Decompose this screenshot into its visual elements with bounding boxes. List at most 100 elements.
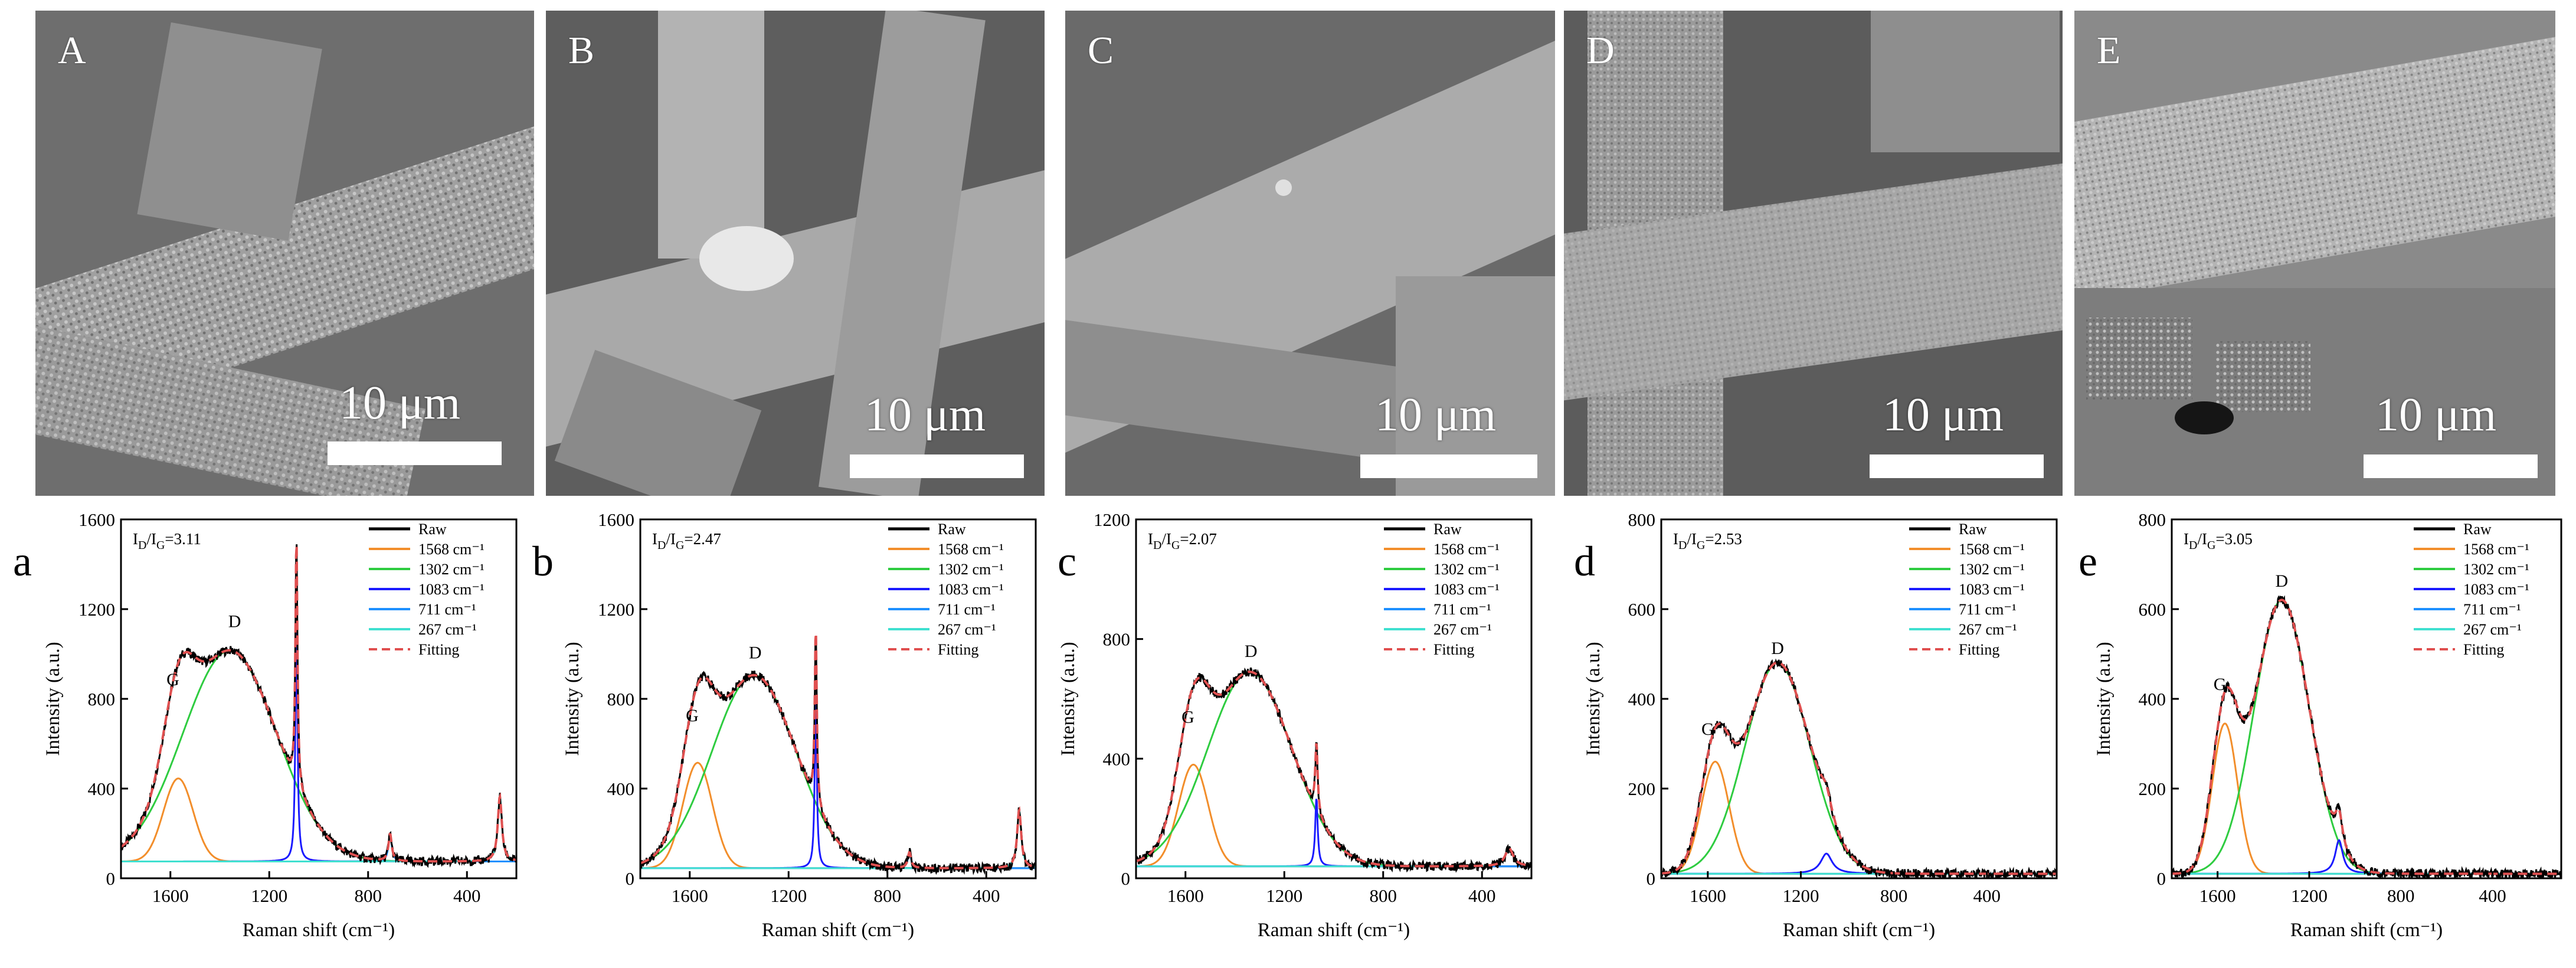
legend-label: 267 cm⁻¹ xyxy=(938,621,996,638)
x-tick-label: 1600 xyxy=(152,885,189,906)
x-tick-label: 400 xyxy=(973,885,1000,906)
x-axis-label: Raman shift (cm⁻¹) xyxy=(1783,920,1935,941)
raw-spectrum xyxy=(1136,667,1531,873)
sem-panel-a: A 10 μm xyxy=(35,11,534,496)
legend-label: 711 cm⁻¹ xyxy=(418,601,476,618)
sem-image xyxy=(1564,11,2063,496)
y-tick-label: 600 xyxy=(1628,599,1656,620)
peak-label-G: G xyxy=(686,706,699,725)
scale-label: 10 μm xyxy=(1375,389,1497,441)
legend-label: Raw xyxy=(1959,521,1987,538)
legend-label: 267 cm⁻¹ xyxy=(1959,621,2017,638)
legend-label: Fitting xyxy=(418,641,459,658)
legend-label: 1302 cm⁻¹ xyxy=(2463,561,2529,578)
y-tick-label: 400 xyxy=(88,779,116,799)
raman-chart-b: 0 400 800 1200 1600 1600 1200 800 400 Raman shift… xyxy=(532,509,1037,941)
legend-label: 1083 cm⁻¹ xyxy=(1433,581,1500,598)
sem-panel-e: E 10 μm xyxy=(2074,11,2555,496)
y-tick-label: 400 xyxy=(2139,689,2166,709)
fitting-curve xyxy=(1136,671,1531,868)
x-tick-label: 800 xyxy=(355,885,382,906)
peak-label-D: D xyxy=(1245,642,1258,661)
y-tick-label: 800 xyxy=(1628,509,1656,530)
legend-label: 1083 cm⁻¹ xyxy=(2463,581,2529,598)
raman-chart-a: 0 400 800 1200 1600 1600 1200 800 400 Raman shift… xyxy=(13,509,518,941)
legend-label: 1302 cm⁻¹ xyxy=(418,561,485,578)
y-tick-label: 200 xyxy=(1628,779,1656,799)
scale-bar xyxy=(1870,454,2044,478)
y-tick-label: 1200 xyxy=(598,599,634,620)
panel-letter: c xyxy=(1058,538,1076,585)
legend-label: 1302 cm⁻¹ xyxy=(1433,561,1500,578)
legend-label: Raw xyxy=(938,521,966,538)
y-tick-label: 0 xyxy=(626,868,635,889)
legend-label: 267 cm⁻¹ xyxy=(418,621,477,638)
legend-label: 1568 cm⁻¹ xyxy=(1433,541,1500,558)
raman-chart-e: 0 200 400 600 800 1600 1200 800 400 Raman shift (… xyxy=(2079,509,2562,941)
x-axis-label: Raman shift (cm⁻¹) xyxy=(1258,920,1410,941)
legend-label: Fitting xyxy=(2463,641,2504,658)
y-tick-label: 800 xyxy=(607,689,635,709)
component-curve-1083 xyxy=(1136,799,1531,868)
legend-label: Raw xyxy=(2463,521,2492,538)
panel-letter: a xyxy=(13,538,32,585)
peak-label-D: D xyxy=(228,611,241,631)
legend-label: 711 cm⁻¹ xyxy=(1959,601,2017,618)
legend-label: 267 cm⁻¹ xyxy=(1433,621,1492,638)
y-tick-label: 800 xyxy=(1103,629,1131,650)
y-tick-label: 1200 xyxy=(78,599,115,620)
legend-label: Fitting xyxy=(1433,641,1474,658)
y-tick-label: 1600 xyxy=(598,509,634,530)
y-tick-label: 1600 xyxy=(78,509,115,530)
legend-label: 1568 cm⁻¹ xyxy=(2463,541,2529,558)
panel-letter: D xyxy=(1586,29,1615,72)
panel-letter: B xyxy=(568,29,595,72)
x-axis-label: Raman shift (cm⁻¹) xyxy=(762,920,914,941)
legend-label: 711 cm⁻¹ xyxy=(2463,601,2521,618)
y-tick-label: 600 xyxy=(2139,599,2166,620)
plot-area xyxy=(1136,667,1531,873)
sem-image xyxy=(546,11,1045,496)
x-tick-label: 1200 xyxy=(1266,885,1302,906)
panel-letter: e xyxy=(2079,538,2097,585)
ratio-label: ID/IG=2.07 xyxy=(1148,530,1217,552)
sem-panel-b: B 10 μm xyxy=(546,11,1045,496)
component-curve-1568 xyxy=(121,777,516,862)
legend-label: Fitting xyxy=(1959,641,1999,658)
legend-label: Fitting xyxy=(938,641,978,658)
legend-label: 1083 cm⁻¹ xyxy=(938,581,1004,598)
x-tick-label: 800 xyxy=(1370,885,1397,906)
y-tick-label: 0 xyxy=(1121,868,1131,889)
component-curve-1083 xyxy=(2172,839,2561,875)
fitting-curve xyxy=(1661,661,2057,875)
legend-label: 1568 cm⁻¹ xyxy=(938,541,1004,558)
y-tick-label: 1200 xyxy=(1094,509,1130,530)
component-curve-1568 xyxy=(640,761,1036,869)
legend-label: Raw xyxy=(1433,521,1462,538)
y-axis-label: Intensity (a.u.) xyxy=(42,642,64,756)
ratio-label: ID/IG=2.53 xyxy=(1673,530,1742,552)
x-tick-label: 1600 xyxy=(2199,885,2236,906)
legend-label: 711 cm⁻¹ xyxy=(1433,601,1491,618)
scale-label: 10 μm xyxy=(339,377,461,429)
peak-label-D: D xyxy=(2276,571,2289,591)
y-tick-label: 400 xyxy=(607,779,635,799)
legend-label: 1568 cm⁻¹ xyxy=(418,541,485,558)
plot-frame xyxy=(1135,518,1533,879)
ratio-label: ID/IG=3.11 xyxy=(133,530,201,552)
x-tick-label: 400 xyxy=(2479,885,2506,906)
plot-area xyxy=(1661,658,2057,878)
component-curve-1568 xyxy=(2172,722,2561,875)
legend-label: 1302 cm⁻¹ xyxy=(938,561,1004,578)
panel-letter: A xyxy=(58,29,86,72)
plot-area xyxy=(2172,595,2561,878)
x-tick-label: 1600 xyxy=(672,885,708,906)
sem-panel-d: D 10 μm xyxy=(1564,11,2063,496)
x-axis-label: Raman shift (cm⁻¹) xyxy=(2290,920,2443,941)
legend-label: 1302 cm⁻¹ xyxy=(1959,561,2025,578)
component-curve-1302 xyxy=(121,649,516,862)
ratio-label: ID/IG=3.05 xyxy=(2184,530,2253,552)
peak-label-D: D xyxy=(1771,639,1784,658)
fitting-curve xyxy=(640,633,1036,869)
peak-label-G: G xyxy=(1701,720,1714,739)
